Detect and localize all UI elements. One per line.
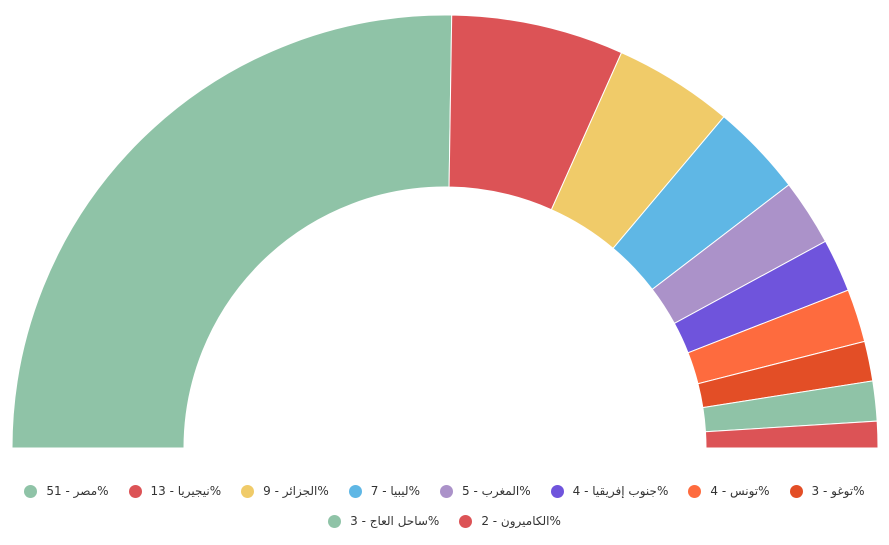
legend-item-1[interactable]: نيجيريا - 13% xyxy=(128,482,222,500)
legend-swatch-icon xyxy=(328,514,342,528)
legend-label: ساحل العاج - 3% xyxy=(350,514,440,528)
semi-donut-chart xyxy=(11,14,879,449)
legend-item-4[interactable]: المغرب - 5% xyxy=(439,482,531,500)
legend-item-9[interactable]: الكاميرون - 2% xyxy=(459,512,561,530)
legend-swatch-icon xyxy=(24,484,38,498)
legend-label: جنوب إفريقيا - 4% xyxy=(572,484,669,498)
legend-swatch-icon xyxy=(439,484,453,498)
legend-swatch-icon xyxy=(789,484,803,498)
legend-label: نيجيريا - 13% xyxy=(150,484,222,498)
legend-label: الجزائر - 9% xyxy=(263,484,329,498)
legend-label: تونس - 4% xyxy=(710,484,770,498)
legend-label: الكاميرون - 2% xyxy=(481,514,561,528)
chart-legend: مصر - 51% نيجيريا - 13% الجزائر - 9% ليبيا … xyxy=(0,482,889,530)
legend-label: ليبيا - 7% xyxy=(370,484,420,498)
legend-item-2[interactable]: الجزائر - 9% xyxy=(241,482,329,500)
legend-swatch-icon xyxy=(688,484,702,498)
legend-swatch-icon xyxy=(241,484,255,498)
legend-swatch-icon xyxy=(128,484,142,498)
legend-item-6[interactable]: تونس - 4% xyxy=(688,482,770,500)
legend-item-0[interactable]: مصر - 51% xyxy=(24,482,109,500)
slice-9[interactable] xyxy=(704,420,879,449)
legend-swatch-icon xyxy=(550,484,564,498)
legend-swatch-icon xyxy=(348,484,362,498)
legend-label: مصر - 51% xyxy=(46,484,109,498)
slice-0[interactable] xyxy=(11,14,453,449)
legend-label: توغو - 3% xyxy=(811,484,865,498)
legend-swatch-icon xyxy=(459,514,473,528)
legend-item-5[interactable]: جنوب إفريقيا - 4% xyxy=(550,482,669,500)
legend-item-7[interactable]: توغو - 3% xyxy=(789,482,865,500)
legend-item-3[interactable]: ليبيا - 7% xyxy=(348,482,420,500)
legend-label: المغرب - 5% xyxy=(461,484,531,498)
legend-item-8[interactable]: ساحل العاج - 3% xyxy=(328,512,439,530)
chart-slices xyxy=(11,14,879,449)
